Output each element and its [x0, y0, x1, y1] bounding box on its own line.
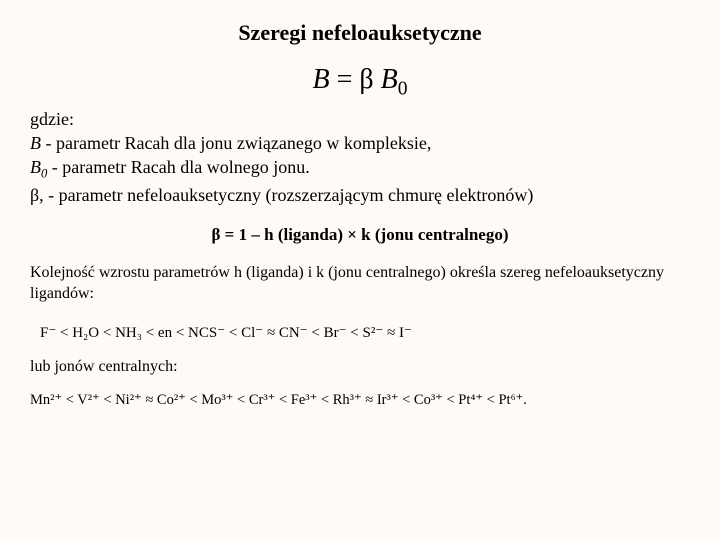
where-label: gdzie: — [30, 107, 690, 131]
slide-title: Szeregi nefeloauksetyczne — [30, 20, 690, 46]
def-B0-text: - parametr Racah dla wolnego jonu. — [47, 157, 309, 177]
eq-space — [374, 64, 381, 95]
main-equation: B = β B0 — [30, 64, 690, 101]
def-beta-text: - parametr nefeloauksetyczny (rozszerzaj… — [44, 185, 534, 205]
ligand-series: F⁻ < H₂O < NH₃ < en < NCS⁻ < Cl⁻ ≈ CN⁻ <… — [40, 323, 690, 342]
ion-series: Mn²⁺ < V²⁺ < Ni²⁺ ≈ Co²⁺ < Mo³⁺ < Cr³⁺ <… — [30, 392, 690, 409]
eq-zero: 0 — [398, 79, 408, 100]
def-line-beta: β, - parametr nefeloauksetyczny (rozszer… — [30, 183, 690, 207]
eq-beta: β — [359, 64, 373, 95]
definitions-block: gdzie: B - parametr Racah dla jonu związ… — [30, 107, 690, 207]
slide: Szeregi nefeloauksetyczne B = β B0 gdzie… — [0, 0, 720, 540]
beta-equation: β = 1 – h (liganda) × k (jonu centralneg… — [30, 225, 690, 245]
paragraph-order: Kolejność wzrostu parametrów h (liganda)… — [30, 263, 690, 305]
def-line-B: B - parametr Racah dla jonu związanego w… — [30, 131, 690, 155]
eq-B: B — [312, 64, 329, 95]
sym-B: B — [30, 133, 41, 153]
eq-equals: = — [330, 64, 360, 95]
def-line-B0: B0 - parametr Racah dla wolnego jonu. — [30, 155, 690, 183]
def-B-text: - parametr Racah dla jonu związanego w k… — [41, 133, 431, 153]
or-ions-label: lub jonów centralnych: — [30, 358, 690, 376]
eq-B0: B — [381, 64, 398, 95]
sym-B0: B — [30, 157, 41, 177]
sym-beta: β, — [30, 185, 44, 205]
